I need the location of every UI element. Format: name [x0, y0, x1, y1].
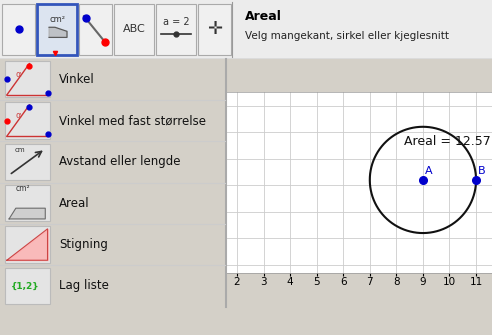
- Polygon shape: [7, 229, 48, 260]
- FancyBboxPatch shape: [114, 4, 154, 55]
- Polygon shape: [49, 27, 67, 38]
- FancyBboxPatch shape: [198, 4, 231, 55]
- Text: cm²: cm²: [15, 184, 30, 193]
- FancyBboxPatch shape: [79, 4, 112, 55]
- Text: Vinkel med fast størrelse: Vinkel med fast størrelse: [59, 114, 206, 127]
- Text: B: B: [478, 166, 486, 176]
- FancyBboxPatch shape: [4, 144, 50, 180]
- Text: Lag liste: Lag liste: [59, 279, 109, 292]
- FancyBboxPatch shape: [4, 103, 50, 139]
- FancyBboxPatch shape: [4, 61, 50, 97]
- Text: Areal: Areal: [59, 197, 90, 210]
- FancyBboxPatch shape: [2, 4, 35, 55]
- FancyBboxPatch shape: [4, 185, 50, 221]
- FancyBboxPatch shape: [4, 226, 50, 263]
- FancyBboxPatch shape: [4, 268, 50, 304]
- Text: ABC: ABC: [123, 24, 145, 34]
- Text: α: α: [16, 70, 21, 79]
- Text: Stigning: Stigning: [59, 238, 108, 251]
- Text: {1,2}: {1,2}: [11, 281, 39, 290]
- FancyBboxPatch shape: [37, 4, 77, 55]
- Text: Areal = 12.57: Areal = 12.57: [404, 135, 491, 148]
- Text: cm: cm: [15, 147, 26, 153]
- Text: Vinkel: Vinkel: [59, 73, 94, 86]
- Text: α: α: [16, 111, 21, 120]
- Text: ✛: ✛: [207, 20, 222, 38]
- Text: Avstand eller lengde: Avstand eller lengde: [59, 155, 181, 169]
- Polygon shape: [9, 208, 45, 219]
- Text: Velg mangekant, sirkel eller kjeglesnitt: Velg mangekant, sirkel eller kjeglesnitt: [245, 31, 449, 42]
- Text: Areal: Areal: [245, 10, 282, 23]
- Text: cm²: cm²: [49, 15, 65, 24]
- Text: A: A: [425, 166, 432, 176]
- FancyBboxPatch shape: [156, 4, 196, 55]
- Text: a = 2: a = 2: [163, 17, 189, 27]
- FancyBboxPatch shape: [0, 0, 492, 59]
